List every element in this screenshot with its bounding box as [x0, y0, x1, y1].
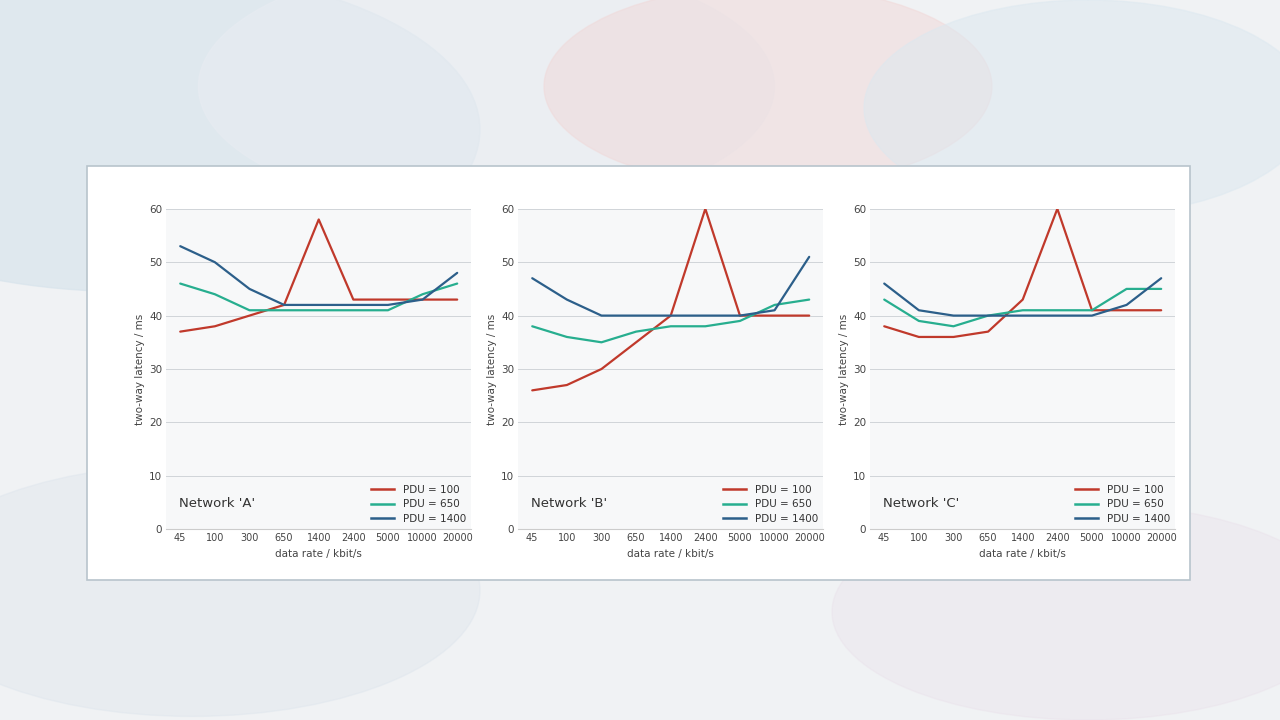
Ellipse shape [832, 504, 1280, 720]
Ellipse shape [864, 0, 1280, 216]
Text: Network 'B': Network 'B' [531, 497, 607, 510]
Legend: PDU = 100, PDU = 650, PDU = 1400: PDU = 100, PDU = 650, PDU = 1400 [723, 485, 818, 524]
Y-axis label: two-way latency / ms: two-way latency / ms [838, 313, 849, 425]
Ellipse shape [544, 0, 992, 187]
X-axis label: data rate / kbit/s: data rate / kbit/s [275, 549, 362, 559]
Legend: PDU = 100, PDU = 650, PDU = 1400: PDU = 100, PDU = 650, PDU = 1400 [371, 485, 466, 524]
Ellipse shape [0, 464, 480, 716]
Text: Network 'C': Network 'C' [883, 497, 959, 510]
X-axis label: data rate / kbit/s: data rate / kbit/s [627, 549, 714, 559]
Text: Network 'A': Network 'A' [179, 497, 255, 510]
Legend: PDU = 100, PDU = 650, PDU = 1400: PDU = 100, PDU = 650, PDU = 1400 [1075, 485, 1170, 524]
Ellipse shape [0, 0, 480, 292]
Ellipse shape [198, 0, 774, 212]
FancyBboxPatch shape [87, 166, 1190, 580]
Y-axis label: two-way latency / ms: two-way latency / ms [134, 313, 145, 425]
X-axis label: data rate / kbit/s: data rate / kbit/s [979, 549, 1066, 559]
Y-axis label: two-way latency / ms: two-way latency / ms [486, 313, 497, 425]
